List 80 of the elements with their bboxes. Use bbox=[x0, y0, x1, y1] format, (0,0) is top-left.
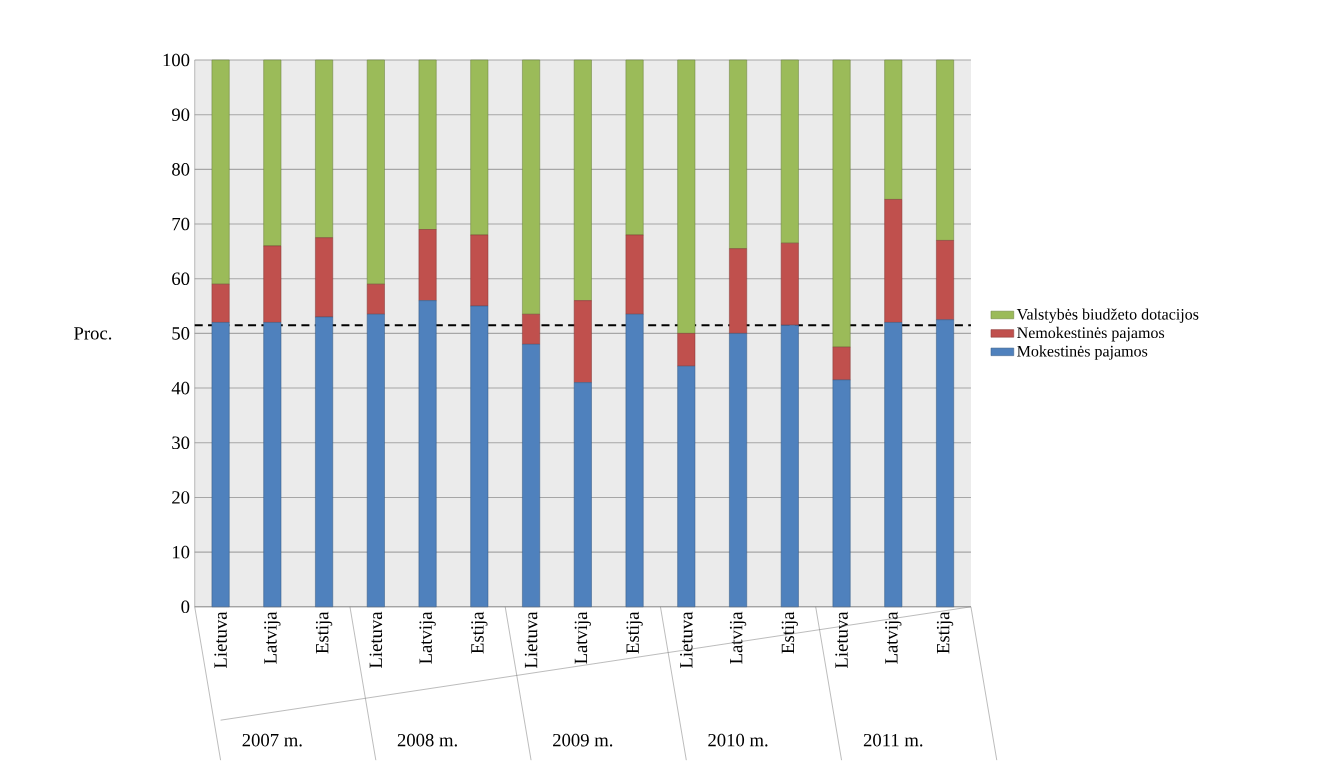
bar bbox=[470, 59, 489, 236]
bar bbox=[625, 234, 644, 315]
text: 2011 m. bbox=[863, 734, 923, 747]
x-tick-label: Latvija bbox=[729, 612, 747, 665]
bar bbox=[211, 284, 230, 323]
x-tick-label: Lietuva bbox=[524, 612, 538, 669]
bar bbox=[366, 284, 385, 315]
bar bbox=[211, 59, 230, 285]
bar bbox=[884, 199, 903, 323]
x-tick-label: Lietuva bbox=[214, 612, 227, 669]
bar bbox=[315, 237, 334, 318]
bar bbox=[573, 300, 592, 384]
text: 2010 m. bbox=[708, 734, 768, 747]
x-tick-label: Estija bbox=[471, 612, 488, 654]
x-tick-label: Lietuva bbox=[369, 612, 383, 669]
bar bbox=[522, 344, 541, 608]
bar bbox=[573, 382, 592, 608]
bar bbox=[729, 59, 747, 250]
y-tick-label: 40 bbox=[171, 382, 190, 395]
x-tick-label: Lietuva bbox=[835, 612, 848, 669]
bar bbox=[936, 240, 954, 321]
x-tick-label: Estija bbox=[315, 612, 333, 654]
y-tick-label: 60 bbox=[172, 272, 190, 286]
bar bbox=[522, 59, 541, 315]
y-tick-label: 100 bbox=[163, 53, 190, 67]
bar bbox=[315, 316, 334, 608]
bar bbox=[936, 319, 954, 608]
bar bbox=[366, 59, 385, 285]
legend-label: Nemokestinės pajamos bbox=[1017, 327, 1165, 342]
legend-label: Mokestinės pajamos bbox=[1017, 345, 1148, 361]
y-tick-label: 70 bbox=[172, 217, 190, 231]
bar bbox=[418, 300, 437, 608]
x-tick-label: Latvija bbox=[574, 612, 591, 665]
bar bbox=[832, 59, 851, 348]
y-tick-label: 10 bbox=[172, 546, 190, 559]
y-tick-label: 90 bbox=[171, 108, 190, 122]
x-tick-label: Lietuva bbox=[680, 612, 693, 669]
bar bbox=[315, 59, 334, 239]
bar bbox=[884, 59, 903, 200]
bar bbox=[470, 234, 489, 307]
x-tick-label: Estija bbox=[936, 612, 954, 654]
bar bbox=[263, 245, 282, 323]
bar bbox=[677, 333, 696, 367]
bar bbox=[625, 314, 644, 608]
text: 2007 m. bbox=[242, 734, 302, 747]
bar bbox=[780, 59, 799, 244]
bar bbox=[418, 229, 437, 302]
y-axis-title: Proc. bbox=[74, 327, 112, 340]
y-tick-label: 0 bbox=[181, 600, 190, 614]
bar bbox=[832, 347, 851, 381]
x-tick-label: Latvija bbox=[264, 612, 281, 665]
bar bbox=[418, 59, 437, 231]
bar bbox=[522, 314, 541, 345]
bar bbox=[884, 322, 903, 608]
bar bbox=[470, 306, 489, 608]
y-tick-label: 20 bbox=[172, 491, 190, 504]
bar bbox=[729, 333, 747, 608]
bar bbox=[936, 59, 954, 241]
bar bbox=[780, 325, 799, 608]
bar bbox=[625, 59, 644, 236]
legend-label: Valstybės biudžeto dotacijos bbox=[1016, 308, 1199, 324]
x-tick-label: Estija bbox=[781, 612, 798, 654]
bar bbox=[573, 59, 592, 302]
x-tick-label: Latvija bbox=[885, 612, 902, 665]
bar bbox=[211, 322, 230, 608]
text: 2008 m. bbox=[397, 734, 457, 747]
text: 2009 m. bbox=[553, 734, 613, 747]
y-tick-label: 30 bbox=[172, 436, 190, 450]
bar bbox=[263, 59, 282, 247]
y-tick-label: 80 bbox=[172, 163, 190, 176]
x-tick-label: Estija bbox=[626, 612, 643, 654]
bar bbox=[780, 243, 799, 326]
x-tick-label: Latvija bbox=[419, 612, 436, 665]
bar bbox=[677, 59, 696, 334]
y-tick-label: 50 bbox=[172, 327, 190, 340]
bar bbox=[263, 322, 282, 608]
bar bbox=[832, 379, 851, 608]
bar bbox=[677, 366, 696, 608]
bar bbox=[729, 248, 747, 334]
bar bbox=[366, 314, 385, 608]
